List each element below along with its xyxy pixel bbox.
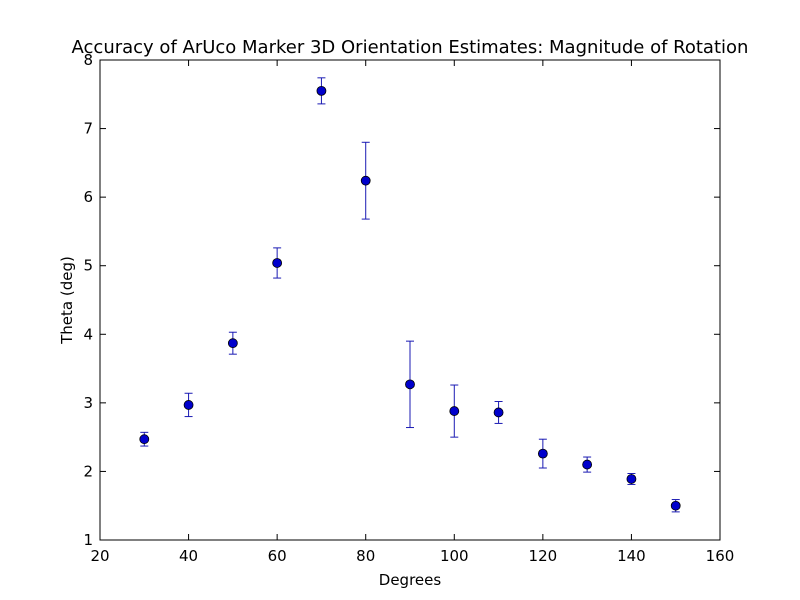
data-point [272, 258, 283, 268]
chart-title: Accuracy of ArUco Marker 3D Orientation … [72, 37, 749, 58]
data-point [183, 400, 194, 410]
y-axis-label: Theta (deg) [58, 256, 76, 345]
x-tick-label: 120 [529, 547, 558, 565]
y-tick-label: 4 [83, 325, 93, 343]
plot-area: 20 40 60 80 100 120 140 160 1 2 3 4 5 6 7 8 [83, 51, 734, 565]
data-point [626, 474, 637, 484]
x-tick-label: 140 [617, 547, 646, 565]
x-tick-label: 40 [179, 547, 198, 565]
data-point [582, 459, 593, 470]
x-tick-label: 60 [268, 547, 287, 565]
data-point [449, 406, 460, 416]
data-point [670, 500, 681, 511]
data-point [316, 85, 327, 96]
data-point [405, 379, 415, 390]
x-axis-label: Degrees [379, 571, 442, 589]
y-tick-label: 1 [83, 531, 93, 549]
data-point [139, 434, 150, 445]
data-point [493, 407, 504, 418]
x-tick-label: 20 [90, 547, 109, 565]
y-tick-label: 5 [83, 257, 93, 275]
data-point [537, 448, 548, 459]
x-tick-label: 100 [440, 547, 469, 565]
y-tick-label: 8 [83, 51, 93, 69]
data-point [227, 338, 238, 349]
x-tick-label: 160 [706, 547, 735, 565]
data-point [360, 175, 371, 186]
y-tick-label: 2 [83, 462, 93, 480]
x-tick-label: 80 [356, 547, 375, 565]
y-tick-label: 3 [83, 394, 93, 412]
plot-frame [99, 59, 721, 541]
y-tick-label: 7 [83, 120, 93, 138]
y-tick-label: 6 [83, 188, 93, 206]
